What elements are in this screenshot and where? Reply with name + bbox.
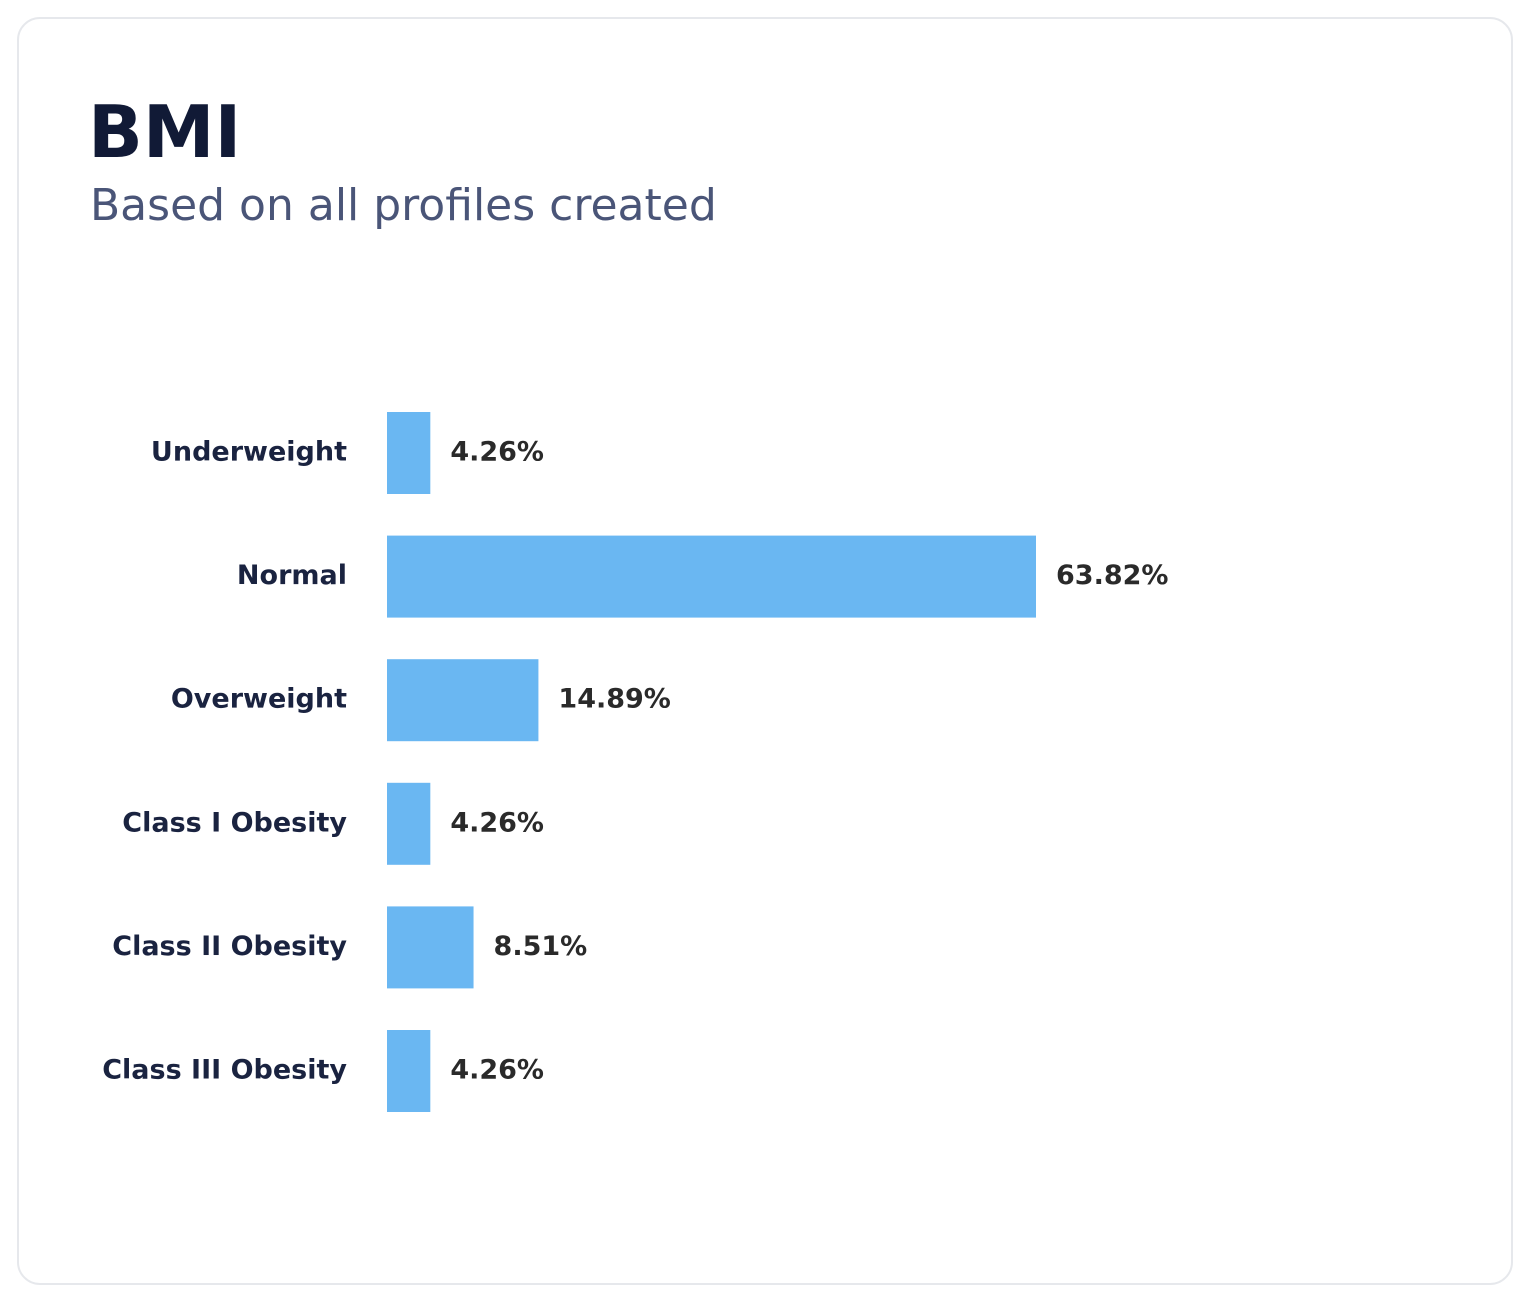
category-label: Class I Obesity	[122, 807, 347, 838]
chart-subtitle: Based on all profiles created	[90, 180, 717, 231]
bar	[387, 535, 1036, 618]
category-label: Class II Obesity	[112, 931, 347, 962]
category-label: Normal	[237, 560, 347, 591]
bar	[387, 906, 474, 989]
value-label: 14.89%	[558, 684, 670, 715]
value-label: 63.82%	[1056, 560, 1168, 591]
category-label: Class III Obesity	[102, 1055, 347, 1086]
bar	[387, 782, 431, 865]
bar	[387, 659, 539, 742]
category-label: Underweight	[151, 437, 347, 468]
bar	[387, 1030, 431, 1112]
value-label: 4.26%	[450, 1055, 544, 1086]
value-label: 4.26%	[450, 807, 544, 838]
value-label: 8.51%	[494, 931, 588, 962]
category-label: Overweight	[171, 684, 347, 715]
bar	[387, 412, 431, 494]
value-label: 4.26%	[450, 437, 544, 468]
chart-title: BMI	[88, 90, 241, 174]
